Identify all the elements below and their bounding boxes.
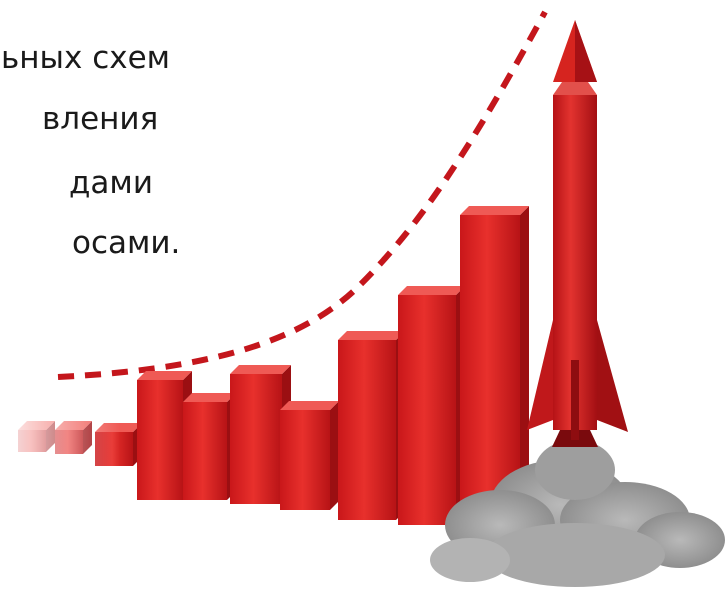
bar-group [18,206,529,535]
bar-top [137,371,192,380]
bar [183,402,227,500]
bar-top [230,365,291,374]
bar-side [330,401,339,510]
text-line-4: осами. [72,225,181,261]
bar [280,410,330,510]
bar-top [338,331,405,340]
fade-overlay [0,400,120,480]
bar [230,374,282,504]
growth-curve [57,10,548,380]
bar-top [183,393,236,402]
bar-top [398,286,465,295]
bar [398,295,456,525]
bar [137,380,183,500]
bar-side [520,206,529,535]
bar-top [280,401,339,410]
smoke-cloud [430,440,725,587]
bar-top [460,206,529,215]
bar [338,340,396,520]
text-line-3: дами [69,165,153,201]
text-line-2: вления [42,101,159,137]
rocket-icon [527,20,628,447]
text-line-1: ьных схем [1,40,171,76]
